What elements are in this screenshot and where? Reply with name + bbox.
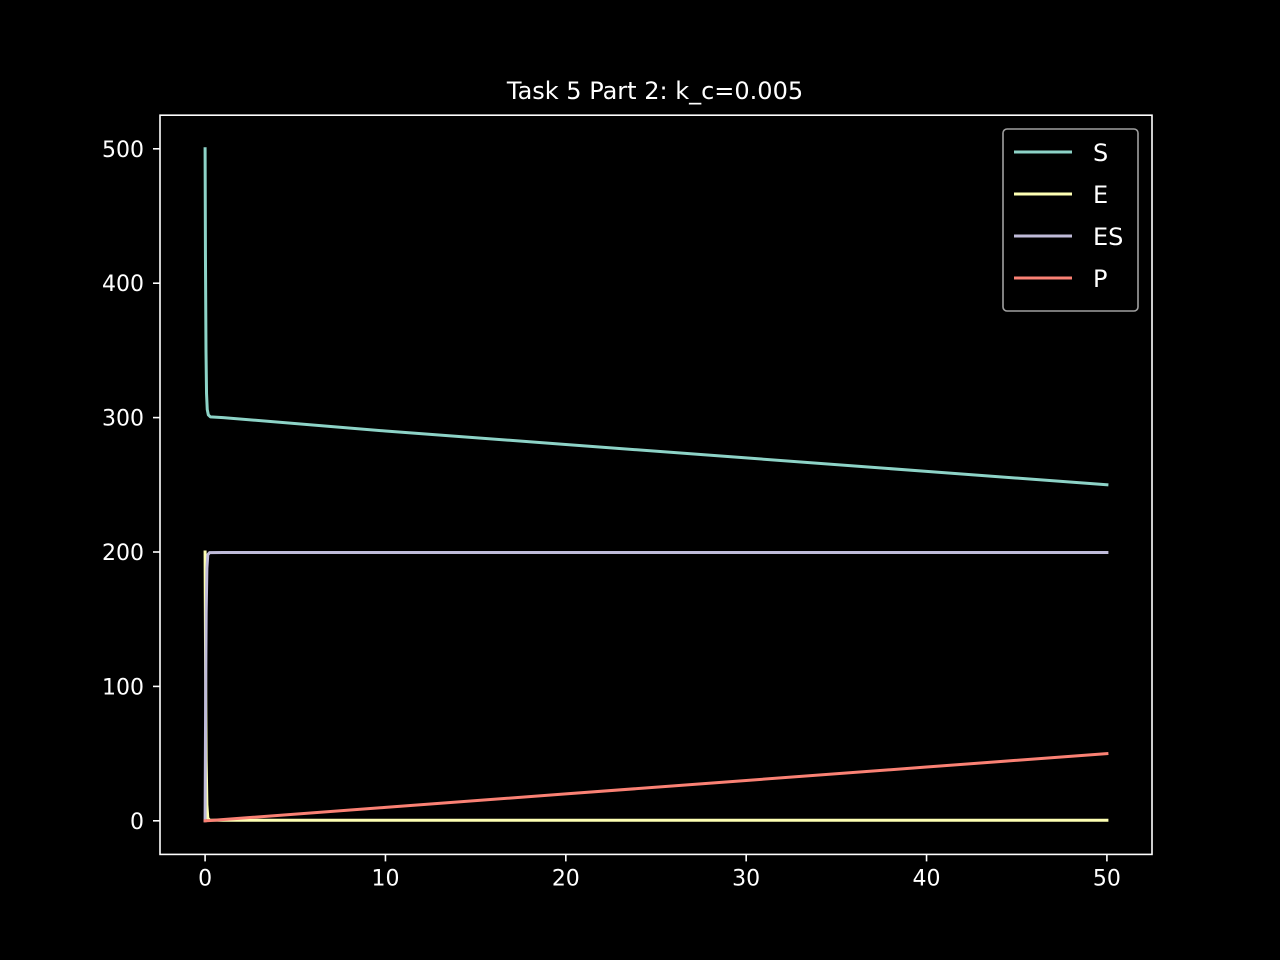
series-line-s <box>203 147 1109 487</box>
legend-label-p: P <box>1093 265 1107 293</box>
series-line-p <box>203 751 1109 823</box>
legend-label-s: S <box>1093 139 1108 167</box>
legend: SE ES P <box>1002 128 1139 312</box>
y-tick-label: 200 <box>102 541 144 566</box>
x-tick-label: 40 <box>913 866 941 891</box>
legend-label-es: ES <box>1093 223 1123 251</box>
y-tick-label: 0 <box>130 810 144 835</box>
x-axis: 0 10 20 30 40 50 <box>198 854 1121 891</box>
plot-frame <box>159 114 1153 856</box>
x-tick-label: 20 <box>552 866 580 891</box>
y-tick-label: 100 <box>102 675 144 700</box>
y-axis: 0 100 200 300 400 500 <box>102 138 160 835</box>
chart-title: Task 5 Part 2: k_c=0.005 <box>506 77 803 105</box>
x-tick-label: 0 <box>198 866 212 891</box>
y-tick-label: 400 <box>102 272 144 297</box>
x-tick-label: 10 <box>371 866 399 891</box>
x-tick-label: 30 <box>732 866 760 891</box>
series-layer <box>203 147 1109 823</box>
legend-box <box>1002 128 1139 312</box>
series-line-es <box>203 551 1109 823</box>
y-tick-label: 300 <box>102 407 144 432</box>
y-tick-label: 500 <box>102 138 144 163</box>
x-tick-label: 50 <box>1093 866 1121 891</box>
series-line-e <box>203 550 1109 822</box>
legend-label-e: E <box>1093 181 1108 209</box>
